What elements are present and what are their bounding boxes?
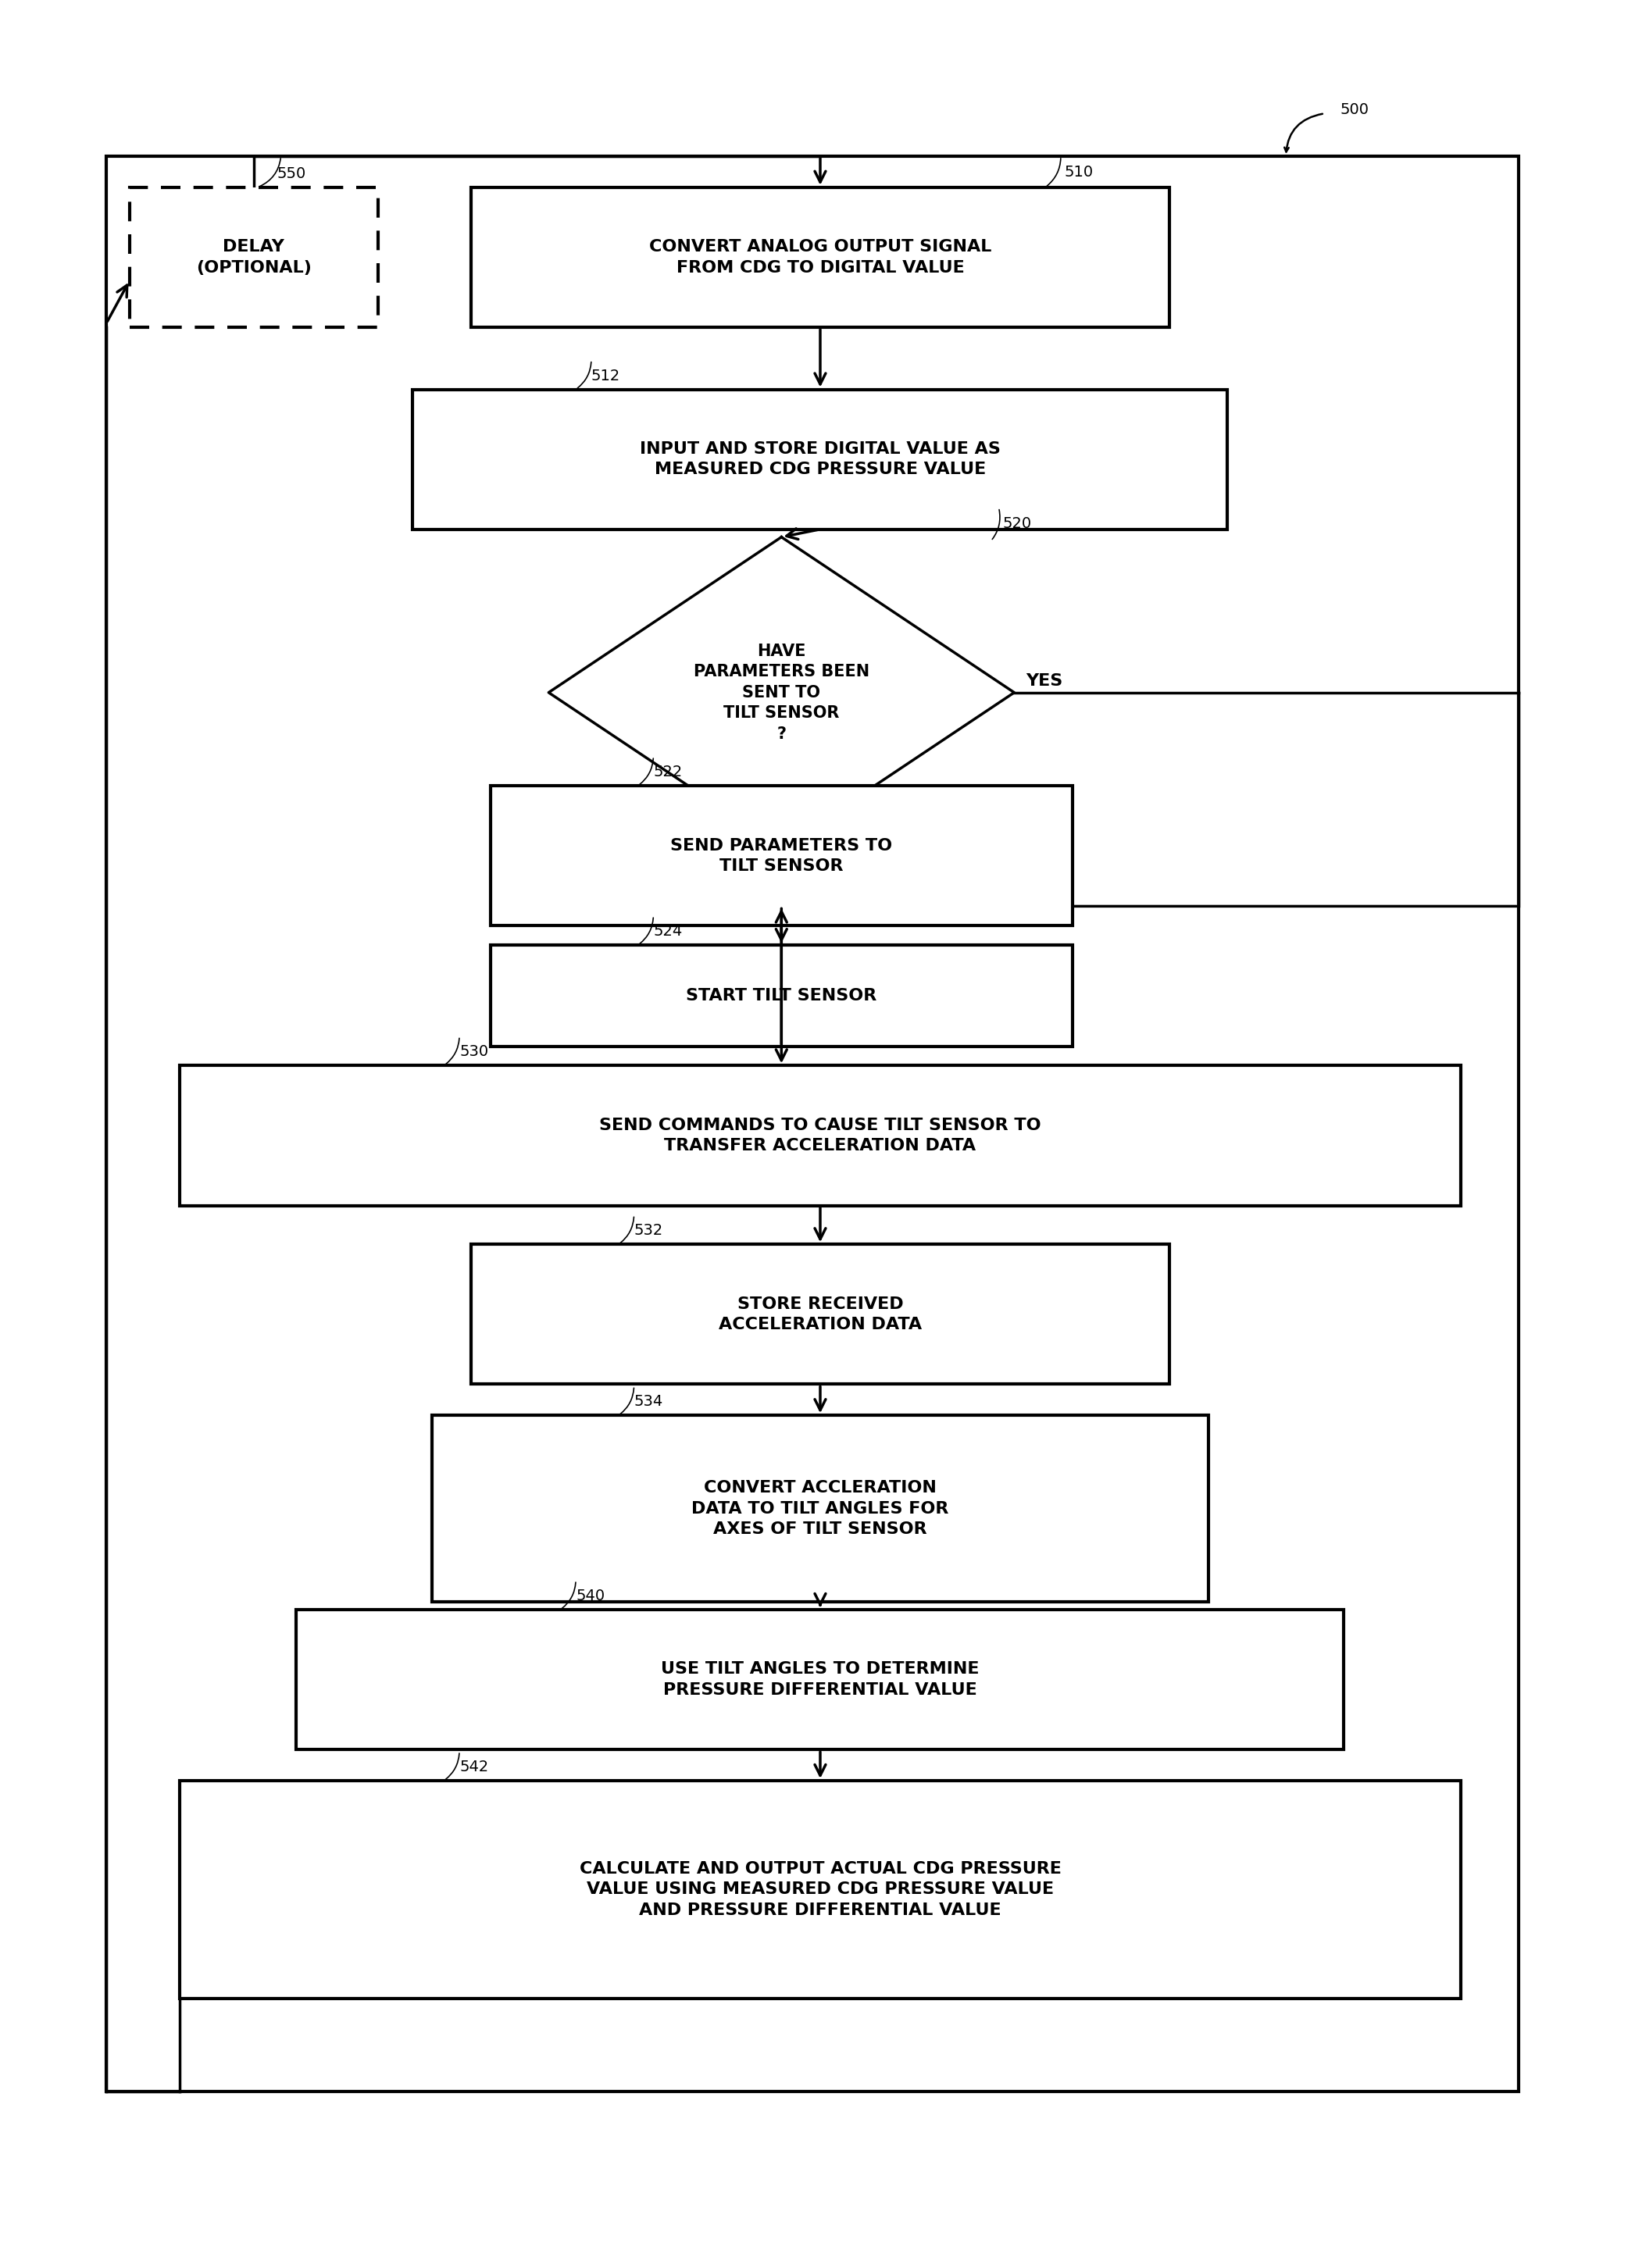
Bar (180, 1780, 1460, 1998)
Text: 540: 540 (576, 1588, 605, 1603)
Bar (296, 1610, 1344, 1749)
Text: SEND PARAMETERS TO
TILT SENSOR: SEND PARAMETERS TO TILT SENSOR (670, 837, 893, 873)
Text: 524: 524 (654, 923, 682, 939)
Text: CONVERT ANALOG OUTPUT SIGNAL
FROM CDG TO DIGITAL VALUE: CONVERT ANALOG OUTPUT SIGNAL FROM CDG TO… (649, 238, 991, 274)
Bar (471, 1245, 1169, 1383)
Text: USE TILT ANGLES TO DETERMINE
PRESSURE DIFFERENTIAL VALUE: USE TILT ANGLES TO DETERMINE PRESSURE DI… (661, 1662, 979, 1699)
Bar (432, 1415, 1208, 1601)
Bar (129, 188, 378, 327)
Text: 550: 550 (276, 166, 306, 181)
Bar (180, 1066, 1460, 1207)
Text: 512: 512 (592, 367, 620, 383)
Bar (471, 188, 1169, 327)
Text: 530: 530 (459, 1046, 489, 1059)
Text: 510: 510 (1064, 166, 1094, 179)
Text: 532: 532 (634, 1222, 664, 1238)
Text: 542: 542 (459, 1760, 489, 1774)
Text: 500: 500 (1341, 102, 1368, 118)
Text: 534: 534 (634, 1395, 664, 1408)
Polygon shape (549, 538, 1014, 848)
Text: START TILT SENSOR: START TILT SENSOR (687, 989, 876, 1002)
Text: STORE RECEIVED
ACCELERATION DATA: STORE RECEIVED ACCELERATION DATA (719, 1297, 922, 1331)
Text: CONVERT ACCLERATION
DATA TO TILT ANGLES FOR
AXES OF TILT SENSOR: CONVERT ACCLERATION DATA TO TILT ANGLES … (692, 1481, 948, 1538)
Bar (490, 785, 1073, 925)
Text: NO: NO (782, 860, 811, 875)
Text: 522: 522 (654, 764, 682, 780)
Text: CALCULATE AND OUTPUT ACTUAL CDG PRESSURE
VALUE USING MEASURED CDG PRESSURE VALUE: CALCULATE AND OUTPUT ACTUAL CDG PRESSURE… (579, 1862, 1061, 1919)
Text: 520: 520 (1002, 517, 1032, 531)
Text: INPUT AND STORE DIGITAL VALUE AS
MEASURED CDG PRESSURE VALUE: INPUT AND STORE DIGITAL VALUE AS MEASURE… (639, 442, 1001, 479)
Text: YES: YES (1025, 674, 1063, 689)
Text: SEND COMMANDS TO CAUSE TILT SENSOR TO
TRANSFER ACCELERATION DATA: SEND COMMANDS TO CAUSE TILT SENSOR TO TR… (600, 1118, 1041, 1154)
Text: DELAY
(OPTIONAL): DELAY (OPTIONAL) (196, 238, 312, 274)
Bar (490, 946, 1073, 1046)
Bar (106, 156, 1519, 2091)
Bar (412, 390, 1228, 528)
Text: HAVE
PARAMETERS BEEN
SENT TO
TILT SENSOR
?: HAVE PARAMETERS BEEN SENT TO TILT SENSOR… (693, 644, 870, 742)
